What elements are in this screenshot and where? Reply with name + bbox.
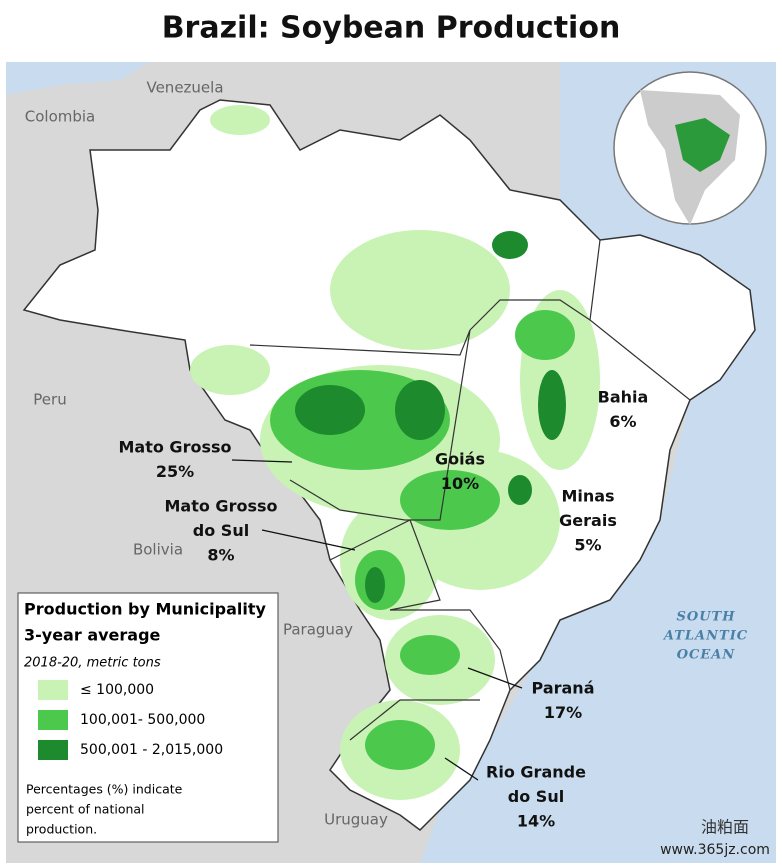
border — [589, 239, 691, 401]
state-share: 10% — [441, 474, 479, 493]
state-share: 14% — [517, 812, 555, 831]
state-name: Mato Grosso — [165, 497, 278, 516]
legend: Production by Municipality 3-year averag… — [17, 592, 279, 843]
watermark-url: www.365jz.com — [660, 842, 770, 858]
legend-swatch — [38, 710, 68, 730]
legend-title: 3-year average — [24, 626, 161, 645]
ocean-label: SOUTH — [676, 610, 735, 625]
patch — [365, 720, 435, 770]
legend-note: production. — [26, 822, 97, 837]
legend-label: 100,001- 500,000 — [80, 712, 205, 728]
border — [349, 699, 480, 741]
caribbean — [6, 62, 150, 95]
country-label: Peru — [33, 391, 66, 409]
globe-inset — [613, 71, 767, 225]
patch — [295, 385, 365, 435]
legend-swatch — [38, 740, 68, 760]
legend-note: Percentages (%) indicate — [26, 782, 183, 797]
country-label: Uruguay — [324, 811, 388, 829]
patch — [492, 231, 528, 259]
state-borders — [249, 239, 691, 741]
legend-subtitle: 2018-20, metric tons — [24, 656, 161, 671]
border — [390, 609, 511, 691]
globe-brazil — [675, 118, 730, 172]
ocean-label: ATLANTIC — [662, 629, 748, 644]
state-share: 17% — [544, 703, 582, 722]
country-label: Bolivia — [133, 541, 183, 559]
country-label: Paraguay — [283, 621, 353, 639]
leader-line — [444, 757, 479, 781]
state-name: Gerais — [559, 511, 617, 530]
ocean — [420, 62, 776, 863]
patch — [190, 345, 270, 395]
leader-line — [231, 459, 293, 463]
state-name: Bahia — [598, 388, 649, 407]
patch — [538, 370, 566, 440]
patch — [515, 310, 575, 360]
patch — [400, 470, 500, 530]
state-name: do Sul — [193, 521, 249, 540]
state-name: Mato Grosso — [119, 438, 232, 457]
border — [469, 299, 591, 331]
state-share: 8% — [207, 546, 234, 565]
production-patches — [190, 105, 600, 800]
legend-note: percent of national — [26, 802, 145, 817]
patch — [395, 380, 445, 440]
patch — [330, 230, 510, 350]
leader-line — [467, 667, 523, 689]
labels: Venezuela Colombia Peru Bolivia Paraguay Urug… — [25, 79, 748, 831]
patch — [365, 567, 385, 603]
state-share: 5% — [574, 536, 601, 555]
state-share: 6% — [609, 412, 636, 431]
legend-label: ≤ 100,000 — [80, 682, 154, 698]
state-share: 25% — [156, 462, 194, 481]
ocean-label: OCEAN — [677, 648, 736, 663]
legend-label: 500,001 - 2,015,000 — [80, 742, 223, 758]
legend-swatch — [38, 680, 68, 700]
state-name: Goiás — [435, 450, 485, 469]
border — [329, 519, 441, 611]
patch — [210, 105, 270, 135]
state-name: Rio Grande — [486, 763, 586, 782]
patch — [508, 475, 532, 505]
state-name: do Sul — [508, 787, 564, 806]
legend-title: Production by Municipality — [24, 600, 267, 619]
state-name: Paraná — [532, 679, 595, 698]
border — [249, 329, 471, 521]
leader-line — [261, 529, 356, 551]
country-label: Colombia — [25, 108, 96, 126]
legend-items: ≤ 100,000 100,001- 500,000 500,001 - 2,015… — [38, 680, 223, 760]
watermark-brand: 油粕面 — [701, 818, 749, 837]
patch — [400, 635, 460, 675]
country-label: Venezuela — [146, 79, 223, 97]
title: Brazil: Soybean Production — [162, 11, 621, 46]
state-name: Minas — [561, 487, 614, 506]
